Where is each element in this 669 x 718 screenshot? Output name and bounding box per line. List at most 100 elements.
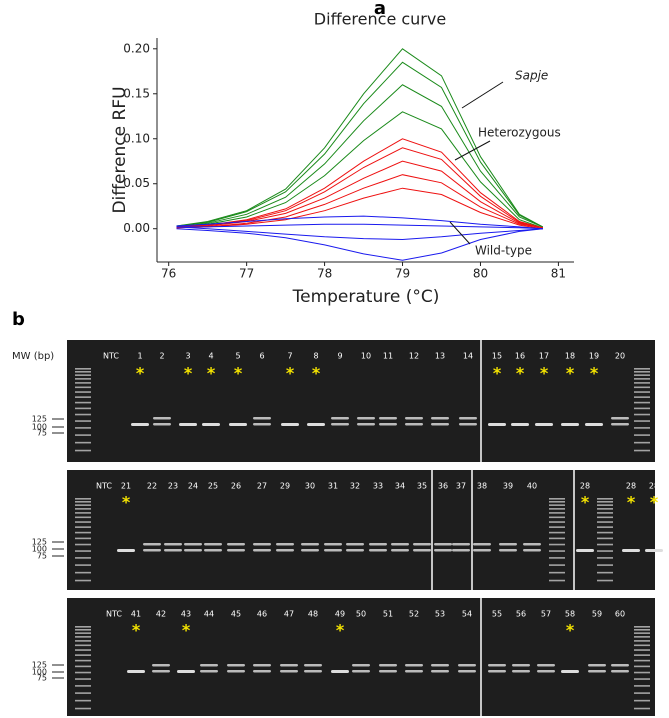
dna-band bbox=[153, 423, 171, 426]
lane-label: 12 bbox=[409, 352, 419, 361]
lane-label: 40 bbox=[527, 482, 537, 491]
dna-band bbox=[611, 664, 629, 667]
lane-label: 23 bbox=[168, 482, 178, 491]
ladder-band bbox=[75, 629, 91, 631]
lane-label: 25 bbox=[208, 482, 218, 491]
dna-band bbox=[331, 670, 349, 673]
lane-label: 27 bbox=[257, 482, 267, 491]
dna-band bbox=[431, 664, 449, 667]
annotation: Sapje bbox=[515, 69, 548, 83]
dna-band bbox=[499, 549, 517, 552]
ladder-band bbox=[75, 441, 91, 444]
x-tick-label: 81 bbox=[551, 267, 566, 281]
lane-label: 3 bbox=[185, 352, 190, 361]
ladder-band bbox=[597, 531, 613, 534]
lane-label: 32 bbox=[350, 482, 360, 491]
genotype-mark: * bbox=[207, 364, 216, 383]
dna-band bbox=[379, 423, 397, 426]
ladder-band bbox=[75, 644, 91, 647]
dna-band bbox=[152, 664, 170, 667]
dna-band bbox=[537, 670, 555, 673]
ladder-band bbox=[597, 564, 613, 566]
lane-label: 5 bbox=[235, 352, 240, 361]
ladder-band bbox=[597, 512, 613, 514]
size-label: 75 bbox=[37, 552, 47, 561]
dna-band bbox=[253, 670, 271, 673]
lane-label: 22 bbox=[147, 482, 157, 491]
dna-band bbox=[227, 664, 245, 667]
dna-band bbox=[164, 543, 182, 546]
ladder-band bbox=[75, 579, 91, 582]
lane-label: 38 bbox=[477, 482, 487, 491]
ladder-band bbox=[597, 571, 613, 574]
lane-label: 53 bbox=[435, 610, 445, 619]
dna-band bbox=[177, 670, 195, 673]
dna-band bbox=[127, 670, 145, 673]
ladder-band bbox=[75, 396, 91, 398]
genotype-mark: * bbox=[336, 621, 345, 640]
dna-band bbox=[535, 423, 553, 426]
ladder-band bbox=[75, 699, 91, 702]
dna-band bbox=[143, 543, 161, 546]
x-axis-label: Temperature (°C) bbox=[292, 287, 440, 307]
dna-band bbox=[473, 549, 491, 552]
ladder-band bbox=[634, 374, 650, 376]
curve bbox=[176, 174, 543, 229]
ladder-band bbox=[75, 413, 91, 416]
dna-band bbox=[537, 664, 555, 667]
x-tick-label: 80 bbox=[473, 267, 488, 281]
ladder-band bbox=[75, 692, 91, 694]
genotype-mark: * bbox=[516, 364, 525, 383]
ladder-band bbox=[549, 543, 565, 546]
dna-band bbox=[488, 670, 506, 673]
lane-label: 26 bbox=[231, 482, 241, 491]
lane-label: 9 bbox=[337, 352, 342, 361]
mw-label: MW (bp) bbox=[12, 351, 54, 362]
genotype-mark: * bbox=[182, 621, 191, 640]
ladder-band bbox=[634, 636, 650, 638]
dna-band bbox=[253, 549, 271, 552]
ladder-band bbox=[634, 391, 650, 393]
ladder-band bbox=[597, 526, 613, 528]
dna-band bbox=[405, 417, 423, 420]
ladder-band bbox=[597, 498, 613, 500]
lane-label: 30 bbox=[305, 482, 315, 491]
lane-label: 36 bbox=[438, 482, 448, 491]
dna-band bbox=[405, 423, 423, 426]
lane-label: 18 bbox=[565, 352, 575, 361]
ladder-band bbox=[634, 626, 650, 628]
lane-label: 60 bbox=[615, 610, 625, 619]
genotype-mark: * bbox=[566, 364, 575, 383]
dna-band bbox=[276, 543, 294, 546]
ladder-band bbox=[75, 571, 91, 574]
dna-band bbox=[153, 417, 171, 420]
dna-band bbox=[561, 423, 579, 426]
dna-band bbox=[346, 549, 364, 552]
dna-band bbox=[611, 417, 629, 420]
dna-band bbox=[391, 549, 409, 552]
ladder-band bbox=[634, 629, 650, 631]
x-tick-label: 77 bbox=[239, 267, 254, 281]
dna-band bbox=[227, 543, 245, 546]
dna-band bbox=[523, 543, 541, 546]
ladder-band bbox=[634, 427, 650, 429]
curve bbox=[176, 215, 543, 230]
lane-label: 45 bbox=[231, 610, 241, 619]
lane-label: 24 bbox=[188, 482, 198, 491]
lane-label: 14 bbox=[463, 352, 473, 361]
ladder-band bbox=[75, 420, 91, 422]
lane-label: 39 bbox=[503, 482, 513, 491]
ladder-band bbox=[634, 671, 650, 674]
ladder-band bbox=[75, 504, 91, 506]
lane-label: 35 bbox=[417, 482, 427, 491]
ladder-band bbox=[634, 632, 650, 634]
dna-band bbox=[131, 423, 149, 426]
annotation: Heterozygous bbox=[478, 126, 561, 140]
dna-band bbox=[576, 549, 594, 552]
ladder-band bbox=[75, 498, 91, 500]
lane-label: 15 bbox=[492, 352, 502, 361]
dna-band bbox=[276, 549, 294, 552]
ladder-band bbox=[75, 449, 91, 452]
ladder-band bbox=[634, 401, 650, 404]
lane-label: 28 bbox=[649, 482, 659, 491]
